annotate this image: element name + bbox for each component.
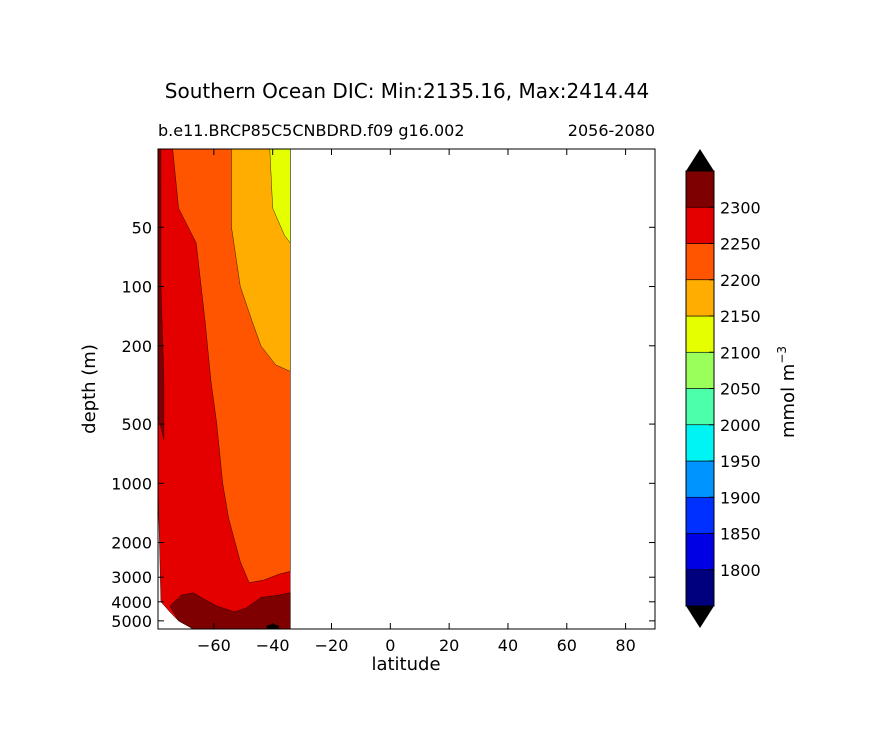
colorbar-tick-label: 1850 [720, 525, 761, 544]
x-tick-label: 0 [385, 636, 395, 655]
x-tick-label: 60 [557, 636, 577, 655]
plot-area [157, 148, 656, 630]
colorbar-tick-label: 2000 [720, 416, 761, 435]
colorbar-swatch [685, 170, 715, 208]
colorbar-tick-label: 1900 [720, 488, 761, 507]
chart-subtitle-right: 2056-2080 [568, 121, 655, 140]
colorbar-tick-label: 2300 [720, 198, 761, 217]
colorbar-tick-label: 2200 [720, 271, 761, 290]
colorbar-tick-label: 2250 [720, 235, 761, 254]
x-tick-label: −40 [256, 636, 290, 655]
colorbar-swatch [685, 533, 715, 571]
colorbar-extend-min [686, 606, 714, 628]
y-axis-label: depth (m) [79, 344, 100, 434]
colorbar-extend-max [686, 149, 714, 171]
chart-subtitle-left: b.e11.BRCP85C5CNBDRD.f09 g16.002 [158, 121, 465, 140]
y-tick-label: 5000 [111, 612, 152, 631]
plot-frame [157, 148, 656, 630]
y-tick-label: 50 [132, 218, 152, 237]
y-tick-label: 2000 [111, 534, 152, 553]
colorbar-swatch [685, 279, 715, 317]
x-tick-label: 80 [615, 636, 635, 655]
colorbar-swatch [685, 460, 715, 498]
x-tick-label: 40 [498, 636, 518, 655]
colorbar-tick-label: 1800 [720, 561, 761, 580]
y-tick-label: 200 [121, 337, 152, 356]
chart-title: Southern Ocean DIC: Min:2135.16, Max:241… [165, 79, 649, 103]
colorbar-tick-label: 1950 [720, 452, 761, 471]
colorbar: 1800 1850 1900 1950 2000 2050 2100 2150 2200 2250… [685, 149, 761, 628]
x-axis-label: latitude [371, 654, 440, 675]
y-tick-label: 100 [121, 278, 152, 297]
colorbar-swatch [685, 315, 715, 353]
x-tick-label: −60 [197, 636, 231, 655]
colorbar-swatch [685, 496, 715, 534]
colorbar-swatch [685, 569, 715, 607]
colorbar-tick-label: 2150 [720, 307, 761, 326]
x-tick-label: 20 [439, 636, 459, 655]
colorbar-swatch [685, 243, 715, 281]
colorbar-swatch [685, 388, 715, 426]
x-tick-label: −20 [315, 636, 349, 655]
x-axis: −60 −40 −20 0 20 40 60 80 [197, 149, 636, 655]
colorbar-tick-label: 2050 [720, 380, 761, 399]
y-tick-label: 4000 [111, 593, 152, 612]
colorbar-swatch [685, 351, 715, 389]
colorbar-swatch [685, 206, 715, 244]
colorbar-tick-label: 2100 [720, 343, 761, 362]
y-tick-label: 500 [121, 415, 152, 434]
y-tick-label: 3000 [111, 568, 152, 587]
colorbar-swatch [685, 424, 715, 462]
y-tick-label: 1000 [111, 474, 152, 493]
colorbar-label: mmol m−3 [775, 346, 799, 438]
